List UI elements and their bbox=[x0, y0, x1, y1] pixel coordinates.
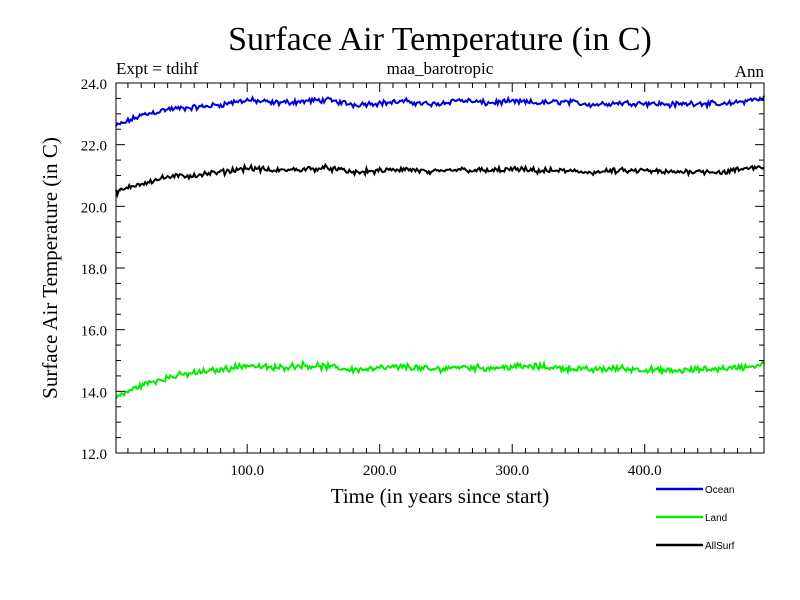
y-tick-label: 14.0 bbox=[81, 385, 107, 401]
x-tick-label: 400.0 bbox=[628, 463, 662, 479]
series-line-land bbox=[115, 359, 765, 400]
x-axis-label: Time (in years since start) bbox=[331, 484, 550, 508]
x-tick-label: 100.0 bbox=[230, 463, 264, 479]
series-layer bbox=[115, 95, 765, 400]
chart-title: Surface Air Temperature (in C) bbox=[228, 21, 652, 58]
experiment-label: Expt = tdihf bbox=[116, 59, 199, 78]
y-tick-label: 18.0 bbox=[81, 262, 107, 278]
plot-frame bbox=[115, 82, 765, 454]
y-tick-label: 20.0 bbox=[81, 200, 107, 216]
y-tick-label: 22.0 bbox=[81, 139, 107, 155]
series-line-allsurf bbox=[115, 162, 765, 199]
x-tick-label: 200.0 bbox=[363, 463, 397, 479]
season-label: Ann bbox=[735, 62, 765, 81]
y-tick-label: 12.0 bbox=[81, 447, 107, 463]
model-label: maa_barotropic bbox=[387, 59, 494, 78]
y-axis-label: Surface Air Temperature (in C) bbox=[38, 137, 62, 399]
legend-label-ocean: Ocean bbox=[705, 485, 734, 496]
legend-label-land: Land bbox=[705, 513, 727, 524]
series-line-ocean bbox=[115, 95, 765, 127]
axis-layer: 12.0 14.0 16.0 18.0 20.0 22.0 24.0 100.0 200.0 30… bbox=[81, 77, 765, 479]
legend-label-allsurf: AllSurf bbox=[705, 541, 735, 552]
legend: Ocean Land AllSurf bbox=[656, 485, 735, 552]
y-tick-label: 24.0 bbox=[81, 77, 107, 93]
y-tick-label: 16.0 bbox=[81, 324, 107, 340]
x-tick-label: 300.0 bbox=[495, 463, 529, 479]
